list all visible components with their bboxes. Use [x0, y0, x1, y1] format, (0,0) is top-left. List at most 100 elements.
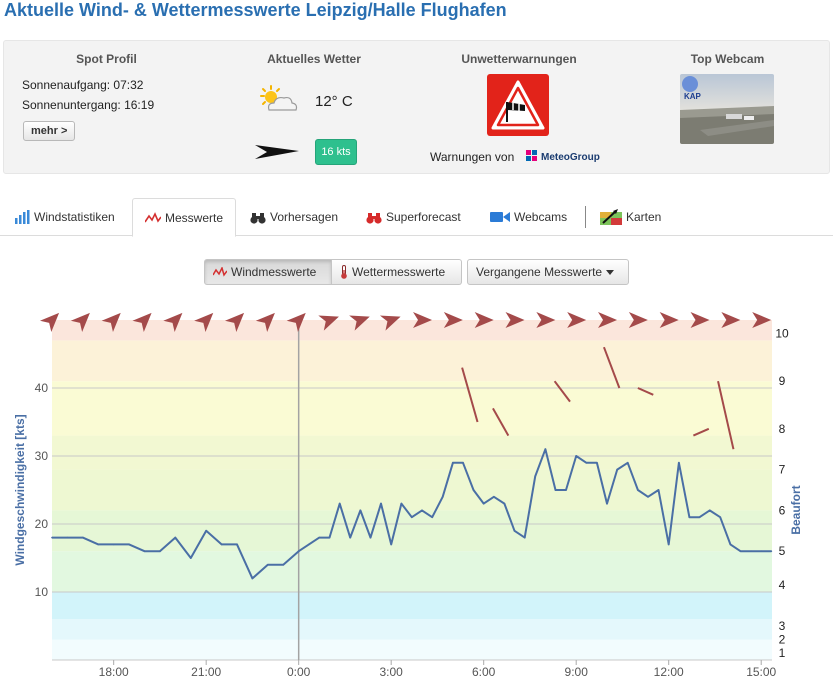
wind-direction-arrow [132, 312, 152, 333]
current-weather-section: Aktuelles Wetter 12° C 16 kts [219, 41, 409, 175]
button-label: Wettermesswerte [352, 265, 446, 279]
beaufort-band [52, 619, 772, 640]
thermometer-icon [341, 265, 347, 279]
svg-text:KAP: KAP [684, 92, 702, 101]
arrow-head [752, 312, 772, 328]
tab-vorhersagen[interactable]: Vorhersagen [250, 198, 338, 236]
wind-speed-point [431, 516, 433, 518]
wettermesswerte-button[interactable]: Wettermesswerte [332, 259, 462, 285]
wind-direction-arrow [536, 312, 556, 328]
meteogroup-logo[interactable]: MeteoGroup [525, 146, 615, 166]
wind-speed-point [647, 496, 649, 498]
wind-direction-arrow [505, 312, 525, 328]
wind-direction-arrow [255, 312, 275, 333]
arrow-head [628, 312, 648, 328]
wind-speed-point [282, 564, 285, 566]
wind-speed-point [189, 557, 192, 559]
tab-divider [585, 206, 586, 228]
wind-direction-arrow [194, 312, 214, 333]
wind-speed-point [251, 577, 254, 580]
arrow-head [255, 312, 275, 333]
x-tick-label: 3:00 [380, 665, 404, 679]
windsock-warning-icon[interactable] [487, 74, 549, 136]
arrow-head [286, 312, 306, 333]
wind-direction-arrow [690, 312, 710, 328]
beaufort-band [52, 320, 772, 341]
arrow-head [598, 312, 618, 328]
windmesswerte-button[interactable]: Windmesswerte [204, 259, 332, 285]
wind-speed-point [637, 489, 639, 491]
tab-label: Superforecast [386, 210, 461, 224]
x-tick-label: 0:00 [287, 665, 311, 679]
wind-speed-point [143, 550, 146, 552]
beaufort-tick-label: 10 [775, 327, 789, 341]
tab-label: Karten [626, 210, 662, 224]
webcam-heading: Top Webcam [690, 52, 765, 66]
wind-speed-point [236, 543, 238, 546]
spot-profile-heading: Spot Profil [76, 52, 137, 66]
wind-speed-point [128, 543, 130, 546]
current-weather-heading: Aktuelles Wetter [267, 52, 361, 66]
tab-windstatistiken[interactable]: Windstatistiken [14, 198, 115, 236]
wind-direction-arrow [659, 312, 679, 328]
y-axis-label: Windgeschwindigkeit [kts] [13, 414, 27, 565]
spot-profile-section: Spot Profil Sonnenaufgang: 07:32 Sonnenu… [4, 41, 209, 175]
wind-speed-point [719, 516, 721, 518]
beaufort-band [52, 381, 772, 436]
tab-webcams[interactable]: Webcams [490, 198, 567, 236]
wind-speed-point [606, 502, 608, 505]
wind-speed-point [544, 448, 547, 450]
arrow-head [690, 312, 710, 328]
button-label: Vergangene Messwerte [476, 265, 603, 279]
beaufort-tick-label: 3 [779, 619, 786, 633]
beaufort-band [52, 639, 772, 660]
arrow-head [163, 312, 183, 333]
arrow-head [132, 312, 152, 333]
gust-mark [637, 387, 654, 396]
wind-speed-point [585, 462, 588, 464]
wind-speed-point [657, 489, 660, 491]
arrow-head [70, 312, 90, 333]
wind-speed-point [369, 536, 372, 539]
x-tick-label: 6:00 [472, 665, 496, 679]
tab-label: Vorhersagen [270, 210, 339, 224]
beaufort-tick-label: 5 [779, 544, 786, 558]
beaufort-tick-label: 2 [779, 633, 786, 647]
line-chart-icon [145, 211, 161, 223]
wind-speed-point [462, 462, 464, 464]
wind-speed-point [596, 462, 598, 464]
tab-messwerte[interactable]: Messwerte [132, 198, 237, 237]
wind-direction-arrow [628, 312, 648, 328]
gust-mark [461, 367, 479, 423]
wind-direction-arrow [598, 312, 618, 328]
wind-speed-point [626, 462, 629, 464]
beaufort-tick-label: 9 [779, 374, 786, 388]
vergangene-messwerte-dropdown[interactable]: Vergangene Messwerte [467, 259, 629, 285]
tab-karten[interactable]: Karten [600, 198, 661, 236]
more-button[interactable]: mehr > [23, 121, 76, 141]
y2-axis-label: Beaufort [789, 485, 803, 534]
line-chart-icon [213, 267, 227, 277]
wind-direction-arrow [318, 315, 339, 331]
meteogroup-name: MeteoGroup [541, 152, 600, 163]
wind-speed-point [205, 530, 207, 532]
arrow-head [536, 312, 556, 328]
wind-speed-point [472, 489, 475, 491]
wind-speed-point [452, 462, 454, 464]
caret-down-icon [606, 269, 615, 275]
arrow-head [379, 315, 401, 331]
wind-direction-arrow [101, 312, 121, 333]
beaufort-tick-label: 1 [779, 646, 786, 660]
info-panel: Spot Profil Sonnenaufgang: 07:32 Sonnenu… [3, 40, 830, 174]
wind-speed-point [503, 502, 506, 505]
wind-direction-arrow [567, 312, 587, 328]
warnings-provider-text: Warnungen von [430, 150, 515, 164]
beaufort-tick-label: 4 [779, 578, 786, 592]
tab-label: Messwerte [165, 210, 224, 225]
wind-speed-point [349, 536, 351, 539]
tab-superforecast[interactable]: Superforecast [366, 198, 461, 236]
webcam-thumbnail[interactable]: KAP [680, 74, 774, 144]
wind-speed-point [708, 509, 711, 512]
wind-speed-point [390, 543, 392, 546]
wind-speed-point [575, 455, 577, 457]
